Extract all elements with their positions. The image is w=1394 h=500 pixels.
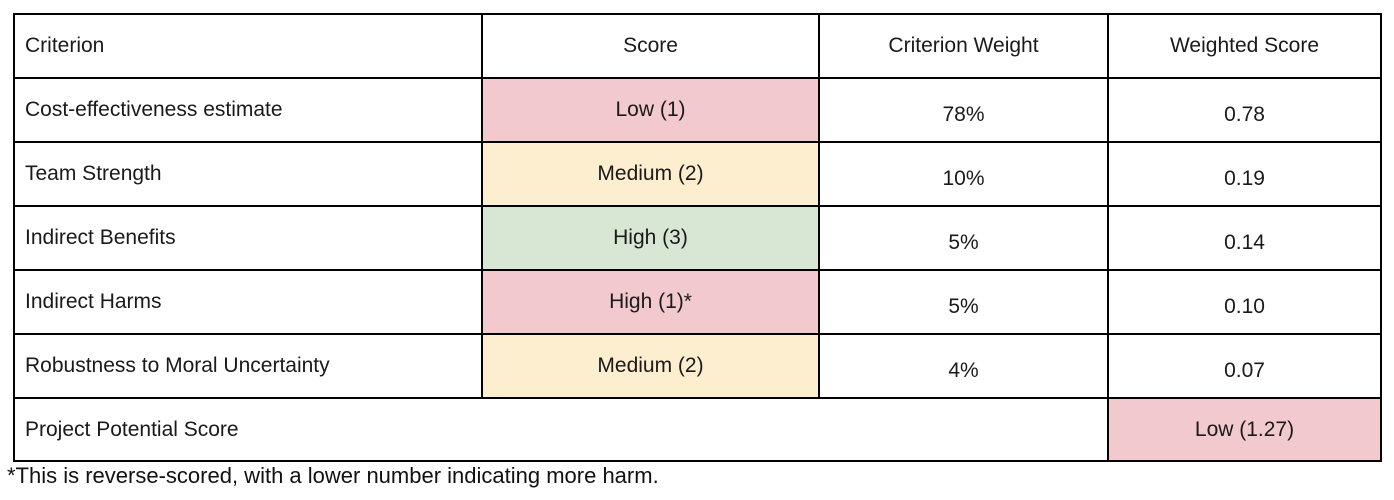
total-value-cell: Low (1.27): [1107, 397, 1382, 462]
table-header-row: Criterion Score Criterion Weight Weighte…: [13, 13, 1382, 79]
header-score: Score: [481, 13, 820, 79]
table-row: Cost-effectiveness estimate Low (1) 78% …: [13, 77, 1382, 143]
criterion-cell: Indirect Benefits: [13, 205, 483, 271]
total-label-cell: Project Potential Score: [13, 397, 1109, 462]
weight-cell: 10%: [818, 141, 1109, 207]
score-cell: High (3): [481, 205, 820, 271]
header-weighted-score: Weighted Score: [1107, 13, 1382, 79]
reverse-scored-footnote: *This is reverse-scored, with a lower nu…: [7, 463, 659, 488]
weight-cell: 5%: [818, 269, 1109, 335]
header-criterion: Criterion: [13, 13, 483, 79]
score-cell: Medium (2): [481, 333, 820, 399]
criterion-cell: Team Strength: [13, 141, 483, 207]
table-row: Indirect Benefits High (3) 5% 0.14: [13, 205, 1382, 271]
weighted-score-cell: 0.07: [1107, 333, 1382, 399]
weight-cell: 5%: [818, 205, 1109, 271]
weighted-score-cell: 0.14: [1107, 205, 1382, 271]
weighted-score-cell: 0.10: [1107, 269, 1382, 335]
weight-cell: 78%: [818, 77, 1109, 143]
table-row: Robustness to Moral Uncertainty Medium (…: [13, 333, 1382, 399]
weighted-score-cell: 0.19: [1107, 141, 1382, 207]
criterion-cell: Robustness to Moral Uncertainty: [13, 333, 483, 399]
table-row: Indirect Harms High (1)* 5% 0.10: [13, 269, 1382, 335]
criterion-cell: Cost-effectiveness estimate: [13, 77, 483, 143]
header-weight: Criterion Weight: [818, 13, 1109, 79]
total-row: Project Potential Score Low (1.27): [13, 397, 1382, 462]
weight-cell: 4%: [818, 333, 1109, 399]
score-cell: High (1)*: [481, 269, 820, 335]
criterion-cell: Indirect Harms: [13, 269, 483, 335]
score-cell: Low (1): [481, 77, 820, 143]
table-row: Team Strength Medium (2) 10% 0.19: [13, 141, 1382, 207]
project-score-table: Criterion Score Criterion Weight Weighte…: [13, 13, 1382, 462]
weighted-score-cell: 0.78: [1107, 77, 1382, 143]
score-cell: Medium (2): [481, 141, 820, 207]
